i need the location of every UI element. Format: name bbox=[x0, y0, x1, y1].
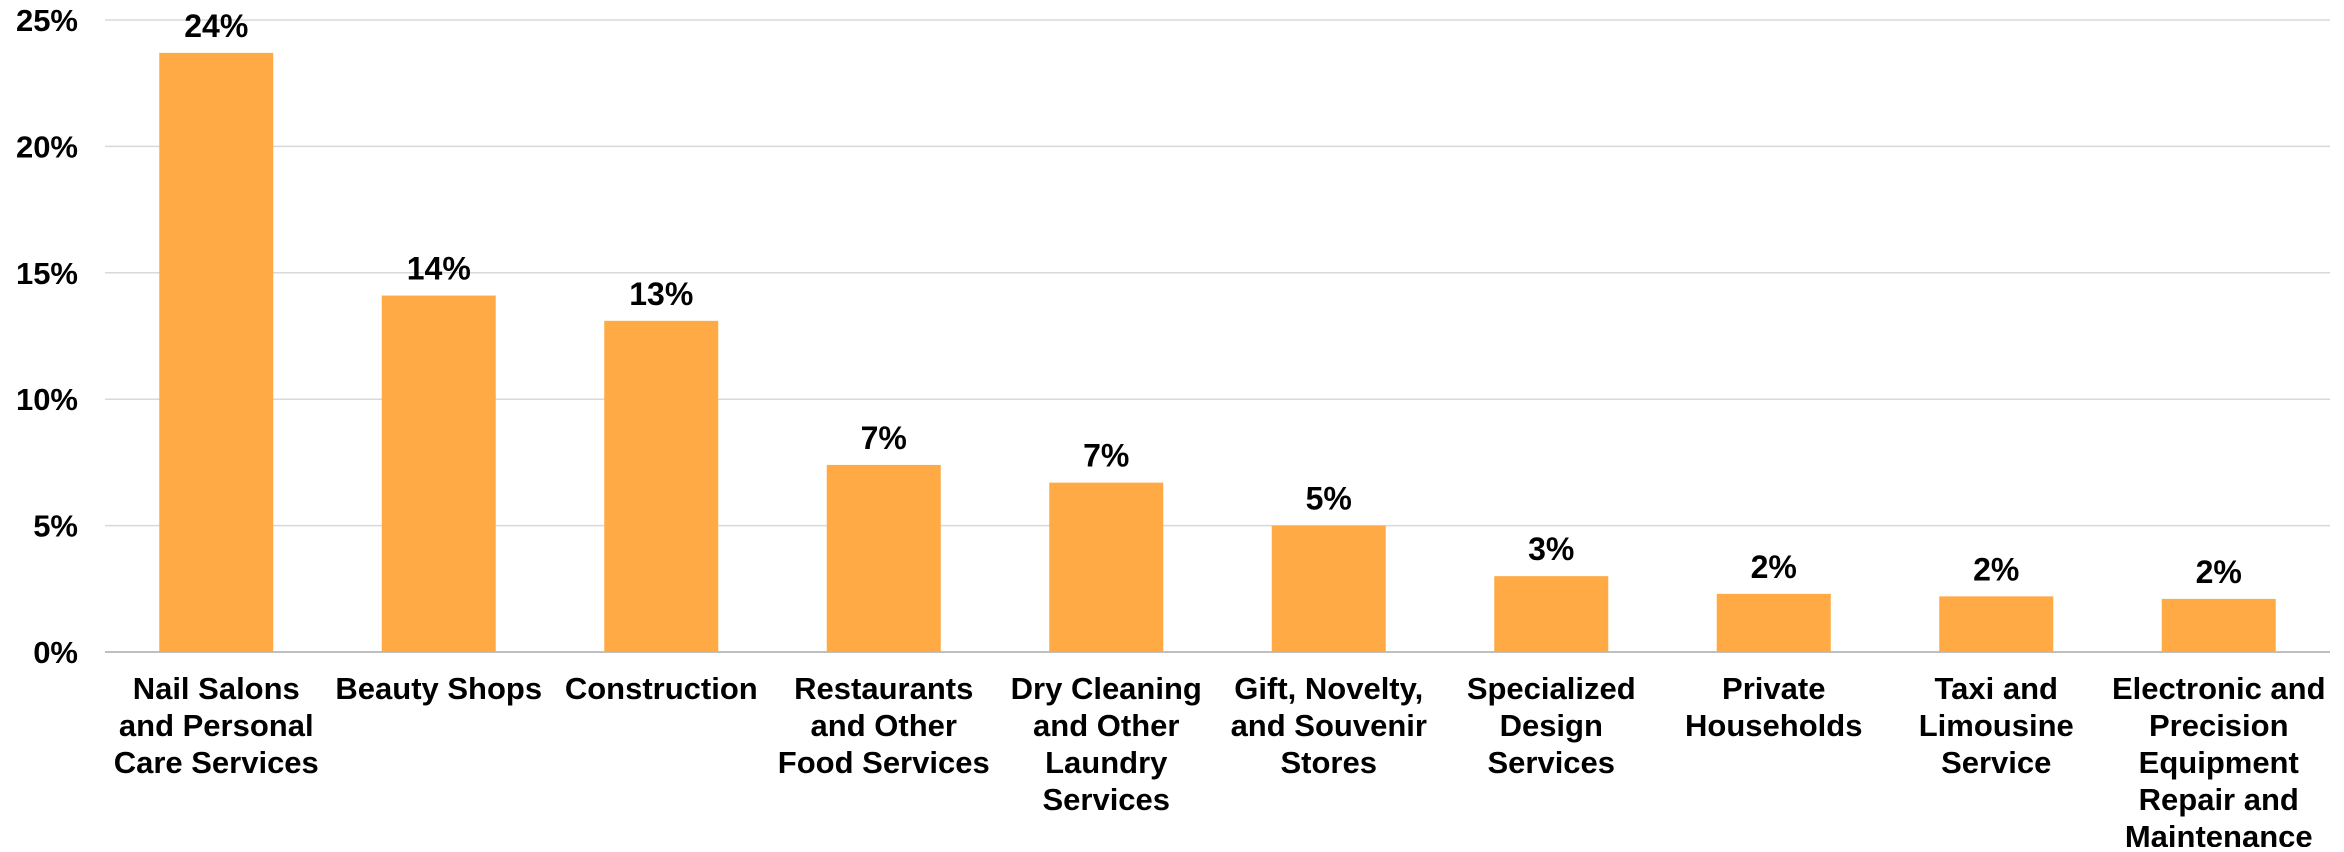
x-category-label: Specialized Design Services bbox=[1467, 671, 1636, 780]
bar bbox=[1271, 525, 1386, 652]
bar bbox=[1939, 596, 2054, 652]
data-label: 2% bbox=[1973, 551, 2019, 587]
y-tick-label: 15% bbox=[16, 256, 78, 291]
x-category-label: Beauty Shops bbox=[335, 671, 542, 706]
data-label: 5% bbox=[1306, 481, 1352, 517]
y-tick-label: 5% bbox=[33, 509, 78, 544]
data-label: 13% bbox=[629, 276, 693, 312]
x-category-label: Taxi and Limousine Service bbox=[1919, 671, 2074, 780]
data-label: 3% bbox=[1528, 531, 1574, 567]
bar bbox=[381, 295, 496, 652]
data-label: 2% bbox=[1751, 549, 1797, 585]
x-category-label: Gift, Novelty, and Souvenir Stores bbox=[1231, 671, 1427, 780]
data-labels: 24% 14% 13% 7% 7% 5% 3% 2% 2% 2% bbox=[184, 8, 2242, 590]
x-axis-category-labels: Nail Salons and Personal Care Services Beau… bbox=[114, 671, 2326, 852]
data-label: 14% bbox=[407, 251, 471, 287]
data-label: 24% bbox=[184, 8, 248, 44]
x-category-label: Dry Cleaning and Other Laundry Services bbox=[1011, 671, 1202, 817]
y-tick-label: 0% bbox=[33, 635, 78, 670]
bar bbox=[1716, 593, 1831, 652]
bar bbox=[1494, 576, 1609, 652]
y-tick-label: 25% bbox=[16, 3, 78, 38]
x-category-label: Restaurants and Other Food Services bbox=[778, 671, 990, 780]
bar bbox=[2161, 598, 2276, 652]
bar bbox=[604, 320, 719, 652]
x-category-label: Construction bbox=[565, 671, 758, 706]
x-category-label: Nail Salons and Personal Care Services bbox=[114, 671, 319, 780]
bar bbox=[826, 464, 941, 652]
bar bbox=[159, 52, 274, 652]
data-label: 7% bbox=[1083, 438, 1129, 474]
data-label: 7% bbox=[861, 420, 907, 456]
data-label: 2% bbox=[2196, 554, 2242, 590]
bars bbox=[159, 52, 2276, 652]
x-category-label: Private Households bbox=[1685, 671, 1862, 743]
y-axis-tick-labels: 0% 5% 10% 15% 20% 25% bbox=[16, 3, 78, 670]
y-tick-label: 10% bbox=[16, 382, 78, 417]
y-tick-label: 20% bbox=[16, 129, 78, 164]
x-category-label: Electronic and Precision Equipment Repair a… bbox=[2112, 671, 2326, 847]
bar bbox=[1049, 482, 1164, 652]
